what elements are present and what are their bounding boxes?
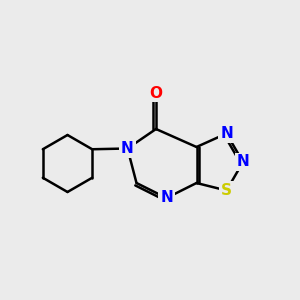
Text: N: N	[160, 190, 173, 206]
Text: N: N	[220, 126, 233, 141]
Text: N: N	[237, 154, 249, 169]
Text: S: S	[221, 183, 232, 198]
Text: O: O	[149, 85, 163, 100]
Text: N: N	[121, 141, 134, 156]
